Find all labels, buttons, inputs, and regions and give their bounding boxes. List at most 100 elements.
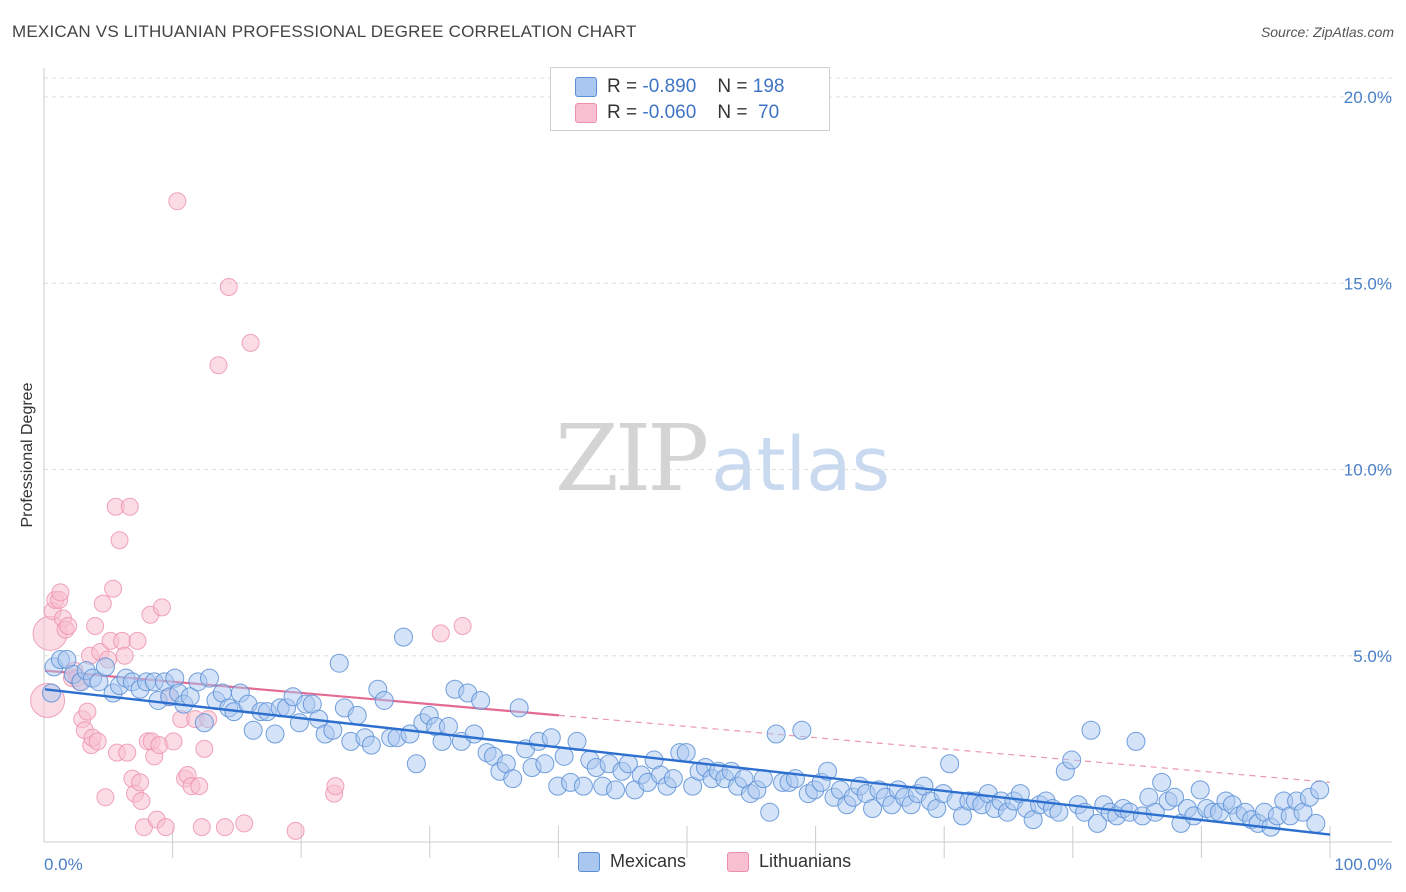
mexicans-point <box>329 653 349 673</box>
lithuanians-point <box>110 531 129 550</box>
mexicans-point <box>438 717 458 737</box>
y-tick-label: 5.0% <box>1353 647 1392 666</box>
lithuanians-swatch <box>575 103 597 123</box>
lithuanians-point <box>453 616 472 635</box>
mexicans-point <box>573 776 593 796</box>
lithuanians-point <box>235 814 254 833</box>
legend-label-mexicans: Mexicans <box>610 851 687 871</box>
legend-n-value: 198 <box>752 76 785 97</box>
mexicans-point <box>606 780 626 800</box>
mexicans-point <box>1152 772 1172 792</box>
legend-row-lithuanians: R = -0.060 N = 70 <box>575 101 779 125</box>
lithuanians-point <box>78 702 97 721</box>
mexicans-point <box>1087 813 1107 833</box>
mexicans-point <box>535 754 555 774</box>
mexicans-points <box>41 627 1330 837</box>
grid <box>44 77 1392 657</box>
lithuanians-point <box>96 788 115 807</box>
lithuanians-point <box>209 356 228 375</box>
lithuanians-point <box>192 818 211 837</box>
x-tick-label: 100.0% <box>1334 855 1392 874</box>
mexicans-swatch <box>575 77 597 97</box>
mexicans-point <box>818 761 838 781</box>
y-tick-label: 20.0% <box>1344 88 1392 107</box>
lithuanians-point <box>286 821 305 840</box>
mexicans-point <box>1310 780 1330 800</box>
lithuanians-point <box>431 624 450 643</box>
mexicans-point <box>541 728 561 748</box>
mexicans-point <box>1165 787 1185 807</box>
mexicans-point <box>663 769 683 789</box>
lithuanians-point <box>156 818 175 837</box>
legend-n-label: N = <box>717 76 748 97</box>
mexicans-point <box>347 705 367 725</box>
lithuanians-points <box>30 192 472 840</box>
x-tick-label: 0.0% <box>44 855 83 874</box>
legend-item-mexicans[interactable]: Mexicans <box>578 851 686 872</box>
mexicans-point <box>760 802 780 822</box>
lithuanians-point <box>118 743 137 762</box>
lithuanians-point <box>241 333 260 352</box>
mexicans-point <box>1062 750 1082 770</box>
mexicans-swatch <box>578 851 600 872</box>
mexicans-point <box>766 724 786 744</box>
legend-r-value: -0.060 <box>642 102 697 123</box>
mexicans-point <box>41 683 61 703</box>
lithuanians-point <box>215 818 234 837</box>
mexicans-point <box>554 746 574 766</box>
mexicans-trend <box>44 688 1331 836</box>
lithuanians-point <box>120 497 139 516</box>
lithuanians-point <box>128 631 147 650</box>
mexicans-point <box>406 754 426 774</box>
tick-labels: 5.0% 10.0% 15.0% 20.0% 0.0% 100.0% <box>44 88 1392 874</box>
lithuanians-point <box>104 579 123 598</box>
lithuanians-point <box>164 732 183 751</box>
legend-n-label: N = <box>717 102 748 123</box>
legend-r-label: R = <box>607 76 638 97</box>
mexicans-point <box>1081 720 1101 740</box>
legend-label-lithuanians: Lithuanians <box>759 851 852 871</box>
mexicans-point <box>1190 780 1210 800</box>
mexicans-point <box>464 724 484 744</box>
lithuanians-point <box>131 773 150 792</box>
mexicans-point <box>509 698 529 718</box>
mexicans-point <box>1049 802 1069 822</box>
axes <box>43 68 1392 858</box>
lithuanians-point <box>86 616 105 635</box>
mexicans-point <box>1306 813 1326 833</box>
lithuanians-point <box>51 583 70 602</box>
mexicans-point <box>361 735 381 755</box>
y-tick-label: 15.0% <box>1344 274 1392 293</box>
legend-r-value: -0.890 <box>642 76 697 97</box>
lithuanians-point <box>152 598 171 617</box>
mexicans-point <box>394 627 414 647</box>
lithuanians-point <box>195 739 214 758</box>
mexicans-point <box>243 720 263 740</box>
lithuanians-point <box>219 277 238 296</box>
legend-item-lithuanians[interactable]: Lithuanians <box>727 851 851 872</box>
mexicans-point <box>1126 731 1146 751</box>
mexicans-point <box>792 720 812 740</box>
correlation-legend: R = -0.890 N = 198 R = -0.060 N = 70 <box>550 67 830 131</box>
lithuanians-point <box>132 792 151 811</box>
mexicans-point <box>199 668 219 688</box>
mexicans-point <box>374 690 394 710</box>
lithuanians-point <box>113 631 132 650</box>
lithuanians-trend-dashed <box>558 714 1331 783</box>
lithuanians-point <box>88 732 107 751</box>
mexicans-point <box>471 690 491 710</box>
lithuanians-point <box>115 646 134 665</box>
mexicans-point <box>194 713 214 733</box>
chart-title: MEXICAN VS LITHUANIAN PROFESSIONAL DEGRE… <box>12 22 637 41</box>
legend-row-mexicans: R = -0.890 N = 198 <box>575 75 784 99</box>
mexicans-point <box>265 724 285 744</box>
series-legend: Mexicans Lithuanians <box>0 851 1406 877</box>
lithuanians-point <box>326 777 345 796</box>
lithuanians-point <box>190 777 209 796</box>
mexicans-point <box>1145 802 1165 822</box>
mexicans-point <box>95 657 115 677</box>
mexicans-trend-line <box>44 688 1331 836</box>
lithuanians-swatch <box>727 851 749 872</box>
legend-n-value: 70 <box>752 102 780 123</box>
lithuanians-point <box>59 616 78 635</box>
